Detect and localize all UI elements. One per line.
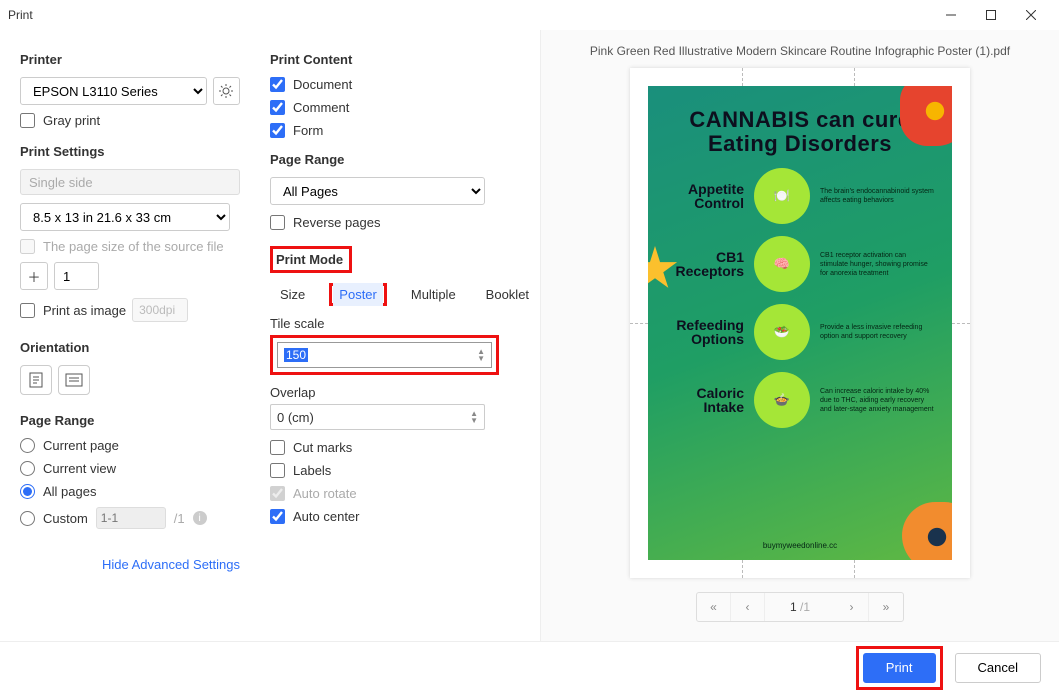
pager: « ‹ 1 /1 › » bbox=[696, 592, 904, 622]
illustration-icon: 🧠 bbox=[754, 236, 810, 292]
minimize-button[interactable] bbox=[931, 0, 971, 30]
current-page-radio[interactable]: Current page bbox=[20, 438, 240, 453]
print-as-image-checkbox[interactable]: Print as image bbox=[20, 303, 126, 318]
poster-row: Appetite Control 🍽️ The brain's endocann… bbox=[666, 168, 934, 224]
middle-panel: Print Content Document Comment Form Page… bbox=[260, 30, 540, 641]
titlebar: Print bbox=[0, 0, 1059, 30]
form-checkbox[interactable]: Form bbox=[270, 123, 530, 138]
poster-preview: CANNABIS can cureEating Disorders Appeti… bbox=[648, 86, 952, 560]
dpi-input: 300dpi bbox=[132, 298, 188, 322]
print-mode-heading: Print Mode bbox=[276, 252, 343, 267]
orientation-heading: Orientation bbox=[20, 340, 240, 355]
print-settings-heading: Print Settings bbox=[20, 144, 240, 159]
orientation-portrait-button[interactable] bbox=[20, 365, 52, 395]
poster-footer: buymyweedonline.cc bbox=[648, 541, 952, 550]
print-mode-tabs: Size Poster Multiple Booklet bbox=[274, 283, 530, 306]
print-button[interactable]: Print bbox=[863, 653, 936, 683]
dialog-content: Printer EPSON L3110 Series Gray print Pr… bbox=[0, 30, 1059, 641]
flower-decoration bbox=[902, 502, 952, 560]
pager-last-button[interactable]: » bbox=[869, 593, 903, 621]
add-copy-button[interactable]: ＋ bbox=[20, 262, 48, 290]
pager-text: 1 /1 bbox=[765, 600, 835, 614]
cancel-button[interactable]: Cancel bbox=[955, 653, 1041, 683]
portrait-icon bbox=[29, 372, 43, 388]
close-button[interactable] bbox=[1011, 0, 1051, 30]
tab-multiple[interactable]: Multiple bbox=[405, 283, 462, 306]
paper-size-select[interactable]: 8.5 x 13 in 21.6 x 33 cm bbox=[20, 203, 230, 231]
custom-range-radio[interactable]: Custom /1 i bbox=[20, 507, 240, 529]
comment-checkbox[interactable]: Comment bbox=[270, 100, 530, 115]
poster-row: Refeeding Options 🥗 Provide a less invas… bbox=[666, 304, 934, 360]
cut-marks-checkbox[interactable]: Cut marks bbox=[270, 440, 530, 455]
side-select: Single side bbox=[20, 169, 240, 195]
illustration-icon: 🍽️ bbox=[754, 168, 810, 224]
tab-poster[interactable]: Poster bbox=[333, 283, 383, 306]
spinner-arrows-icon[interactable]: ▲▼ bbox=[477, 348, 485, 362]
auto-rotate-checkbox: Auto rotate bbox=[270, 486, 530, 501]
preview-page: CANNABIS can cureEating Disorders Appeti… bbox=[630, 68, 970, 578]
copies-input[interactable] bbox=[54, 262, 99, 290]
printer-settings-button[interactable] bbox=[213, 77, 240, 105]
left-panel: Printer EPSON L3110 Series Gray print Pr… bbox=[0, 30, 260, 641]
spinner-arrows-icon[interactable]: ▲▼ bbox=[470, 410, 478, 424]
gray-print-checkbox[interactable]: Gray print bbox=[20, 113, 240, 128]
page-range-right-heading: Page Range bbox=[270, 152, 530, 167]
illustration-icon: 🍲 bbox=[754, 372, 810, 428]
auto-center-checkbox[interactable]: Auto center bbox=[270, 509, 530, 524]
document-checkbox[interactable]: Document bbox=[270, 77, 530, 92]
poster-row: CB1 Receptors 🧠 CB1 receptor activation … bbox=[666, 236, 934, 292]
pager-prev-button[interactable]: ‹ bbox=[731, 593, 765, 621]
reverse-pages-checkbox[interactable]: Reverse pages bbox=[270, 215, 530, 230]
plus-icon: ＋ bbox=[27, 267, 40, 286]
printer-heading: Printer bbox=[20, 52, 240, 67]
tab-booklet[interactable]: Booklet bbox=[480, 283, 535, 306]
custom-range-input[interactable] bbox=[96, 507, 166, 529]
gear-icon bbox=[219, 84, 233, 98]
tile-scale-label: Tile scale bbox=[270, 316, 530, 331]
dialog-footer: Print Cancel bbox=[0, 641, 1059, 693]
illustration-icon: 🥗 bbox=[754, 304, 810, 360]
overlap-label: Overlap bbox=[270, 385, 530, 400]
tab-size[interactable]: Size bbox=[274, 283, 311, 306]
orientation-landscape-button[interactable] bbox=[58, 365, 90, 395]
flower-decoration bbox=[900, 86, 952, 146]
current-view-radio[interactable]: Current view bbox=[20, 461, 240, 476]
maximize-button[interactable] bbox=[971, 0, 1011, 30]
info-icon: i bbox=[193, 511, 207, 525]
window-title: Print bbox=[8, 8, 931, 22]
preview-filename: Pink Green Red Illustrative Modern Skinc… bbox=[590, 44, 1010, 58]
preview-panel: Pink Green Red Illustrative Modern Skinc… bbox=[540, 30, 1059, 641]
page-range-select[interactable]: All Pages bbox=[270, 177, 485, 205]
pager-first-button[interactable]: « bbox=[697, 593, 731, 621]
advanced-settings-link[interactable]: Hide Advanced Settings bbox=[20, 557, 240, 572]
print-content-heading: Print Content bbox=[270, 52, 530, 67]
labels-checkbox[interactable]: Labels bbox=[270, 463, 530, 478]
poster-row: Caloric Intake 🍲 Can increase caloric in… bbox=[666, 372, 934, 428]
overlap-input[interactable]: 0 (cm) ▲▼ bbox=[270, 404, 485, 430]
printer-select[interactable]: EPSON L3110 Series bbox=[20, 77, 207, 105]
source-size-checkbox: The page size of the source file bbox=[20, 239, 240, 254]
all-pages-radio[interactable]: All pages bbox=[20, 484, 240, 499]
tile-scale-input[interactable]: 150 ▲▼ bbox=[277, 342, 492, 368]
pager-next-button[interactable]: › bbox=[835, 593, 869, 621]
page-range-heading: Page Range bbox=[20, 413, 240, 428]
landscape-icon bbox=[65, 373, 83, 387]
